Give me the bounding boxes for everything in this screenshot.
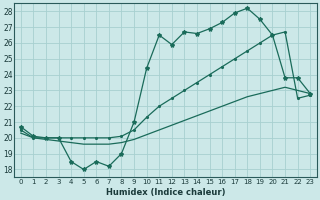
X-axis label: Humidex (Indice chaleur): Humidex (Indice chaleur) — [106, 188, 225, 197]
